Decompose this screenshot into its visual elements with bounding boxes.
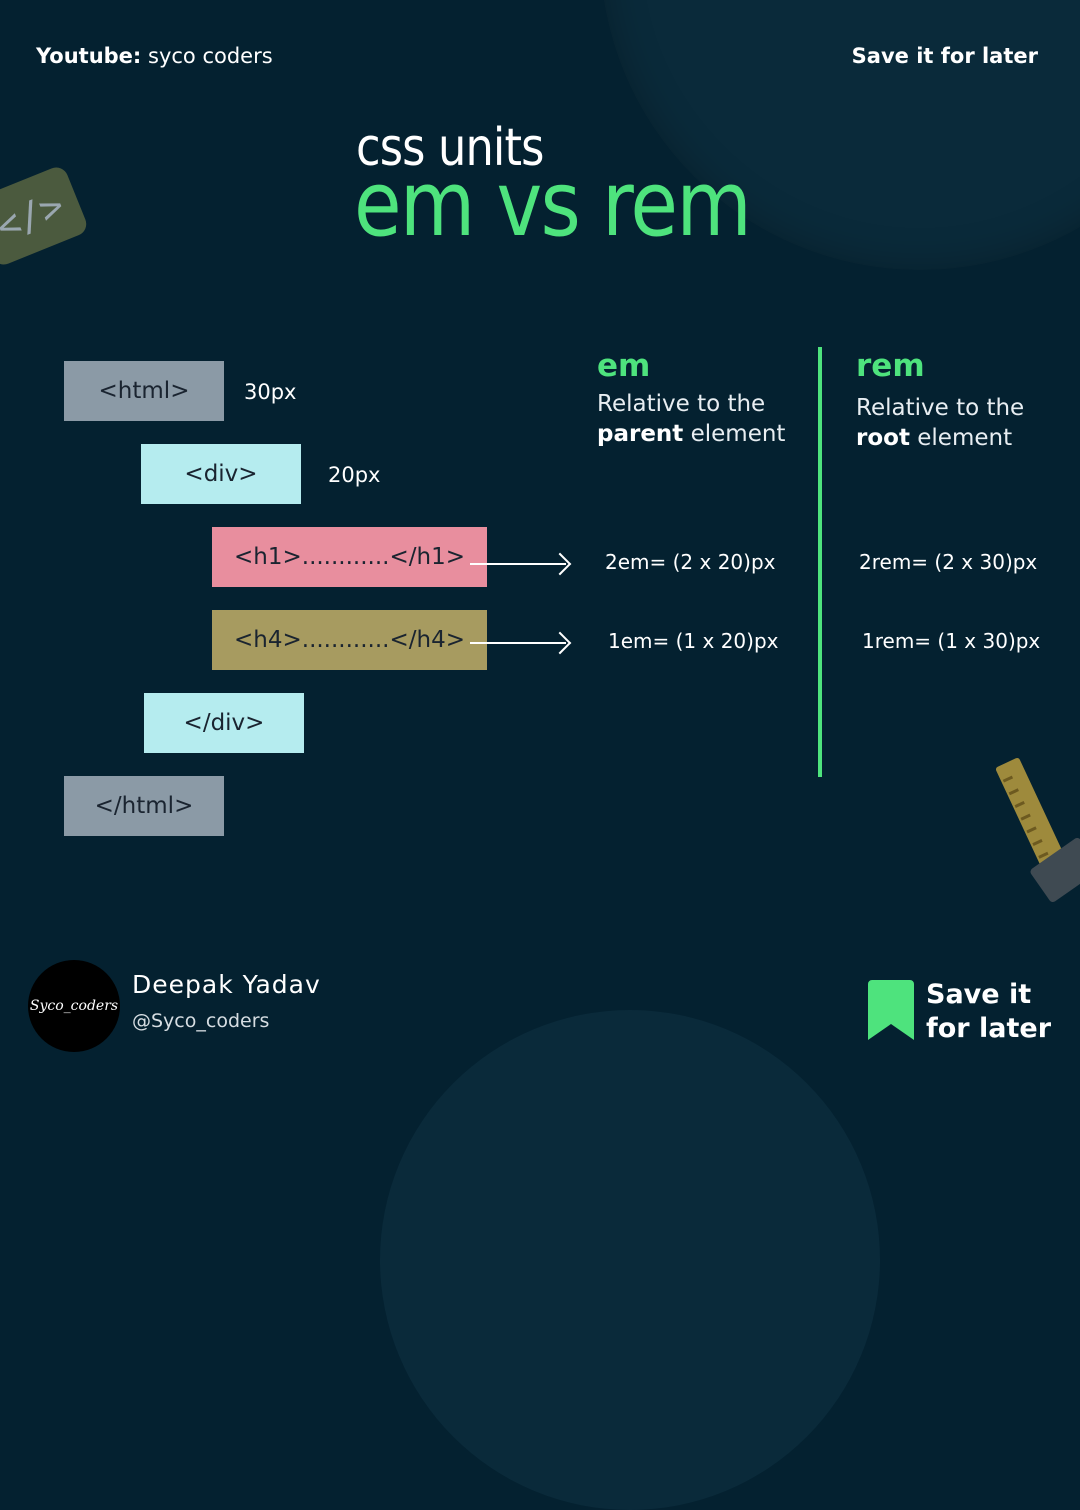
rem-desc-rest: element — [909, 425, 1013, 451]
html-size-label: 30px — [244, 380, 297, 404]
channel-prefix: Youtube: — [36, 44, 142, 68]
title-big: em vs rem — [354, 152, 752, 257]
background-circle-bottom — [380, 1010, 880, 1510]
div-size-label: 20px — [328, 463, 381, 487]
em-description: Relative to the parent element — [597, 389, 785, 449]
save-line-2: for later — [926, 1013, 1052, 1044]
tag-div-open: <div> — [141, 444, 301, 504]
column-divider — [818, 347, 822, 777]
em-desc-line2: parent element — [597, 419, 785, 449]
em-desc-rest: element — [683, 421, 786, 447]
rem-h1-formula: 2rem= (2 x 30)px — [859, 550, 1038, 574]
rem-description: Relative to the root element — [856, 393, 1024, 453]
save-line-1: Save it — [926, 979, 1032, 1010]
save-for-later-bottom: Save it for later — [926, 978, 1051, 1046]
em-h1-formula: 2em= (2 x 20)px — [605, 550, 776, 574]
em-desc-line1: Relative to the — [597, 391, 766, 417]
rem-h4-formula: 1rem= (1 x 30)px — [862, 629, 1041, 653]
em-desc-bold: parent — [597, 421, 684, 447]
em-heading: em — [597, 348, 651, 384]
avatar: Syco_coders — [28, 960, 120, 1052]
avatar-text: Syco_coders — [29, 998, 119, 1014]
h4-arrow — [470, 642, 566, 644]
author-handle: @Syco_coders — [132, 1010, 270, 1032]
rem-desc-line2: root element — [856, 423, 1024, 453]
em-h4-formula: 1em= (1 x 20)px — [608, 629, 779, 653]
tag-h1: <h1>............</h1> — [212, 527, 487, 587]
title-small: css units — [356, 118, 544, 178]
h1-arrow — [470, 563, 566, 565]
bookmark-icon — [868, 980, 914, 1040]
code-tag-icon: </> — [0, 163, 90, 269]
rem-desc-line1: Relative to the — [856, 395, 1025, 421]
save-for-later-top: Save it for later — [851, 44, 1038, 68]
channel-name: syco coders — [148, 44, 273, 68]
rem-heading: rem — [856, 348, 925, 384]
tag-h4: <h4>............</h4> — [212, 610, 487, 670]
tag-html-close: </html> — [64, 776, 224, 836]
author-name: Deepak Yadav — [132, 970, 321, 999]
tag-div-close: </div> — [144, 693, 304, 753]
tag-html-open: <html> — [64, 361, 224, 421]
channel-credit: Youtube: syco coders — [36, 44, 273, 68]
rem-desc-bold: root — [856, 425, 910, 451]
